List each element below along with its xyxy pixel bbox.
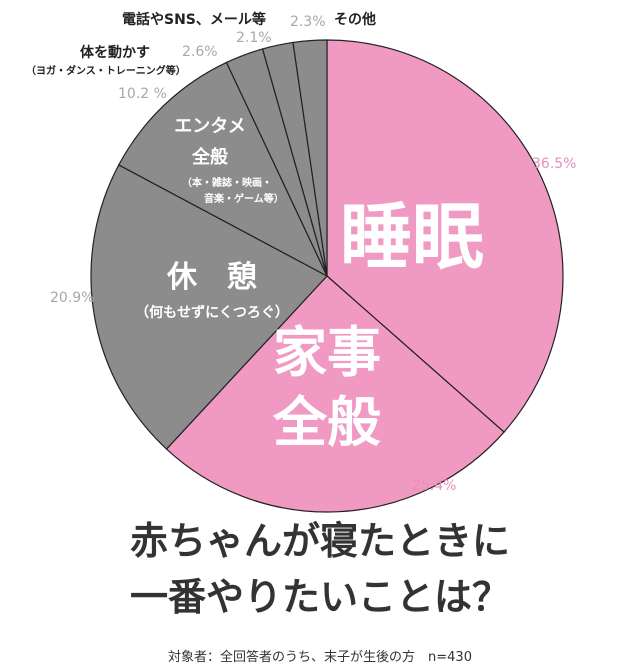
pct-entertainment: 10.2 % bbox=[118, 86, 167, 102]
pct-exercise: 2.6% bbox=[182, 44, 218, 60]
slice-sublabel-entertainment-1: （本・雑誌・映画・ bbox=[182, 178, 272, 189]
pct-housework: 25.4% bbox=[412, 478, 457, 494]
sublabel-exercise: （ヨガ・ダンス・トレーニング等） bbox=[26, 66, 186, 77]
pie-slice-3 bbox=[117, 61, 329, 278]
pie-slice-0 bbox=[326, 39, 564, 433]
pie-slice-6 bbox=[292, 39, 328, 277]
slice-label-sleep: 睡眠 bbox=[340, 195, 485, 279]
slice-sublabel-rest: （何もせずにくつろぐ） bbox=[135, 305, 289, 321]
slice-sublabel-entertainment-2: 音楽・ゲーム等） bbox=[204, 194, 284, 205]
label-other: その他 bbox=[334, 12, 376, 28]
pct-other: 2.3% bbox=[290, 14, 326, 30]
slice-label-entertainment-1: エンタメ bbox=[174, 116, 246, 137]
slice-label-entertainment-2: 全般 bbox=[192, 147, 228, 168]
pct-phone-sns: 2.1% bbox=[236, 30, 272, 46]
title-line-2: 一番やりたいことは？ bbox=[129, 575, 510, 619]
slice-label-housework: 家事全般 bbox=[273, 321, 381, 454]
pie-slice-2 bbox=[90, 164, 328, 450]
label-phone-sns: 電話やSNS、メール等 bbox=[122, 12, 266, 28]
title-line-1: 赤ちゃんが寝たときに bbox=[129, 519, 510, 563]
pie-slice-1 bbox=[165, 275, 505, 513]
label-exercise: 体を動かす bbox=[80, 45, 150, 61]
sample-note: 対象者：全回答者のうち、末子が生後の方 n=430 bbox=[168, 650, 472, 665]
slice-label-rest: 休 憩 bbox=[167, 260, 257, 295]
pct-sleep: 36.5% bbox=[532, 156, 577, 172]
pct-rest: 20.9% bbox=[50, 290, 95, 306]
